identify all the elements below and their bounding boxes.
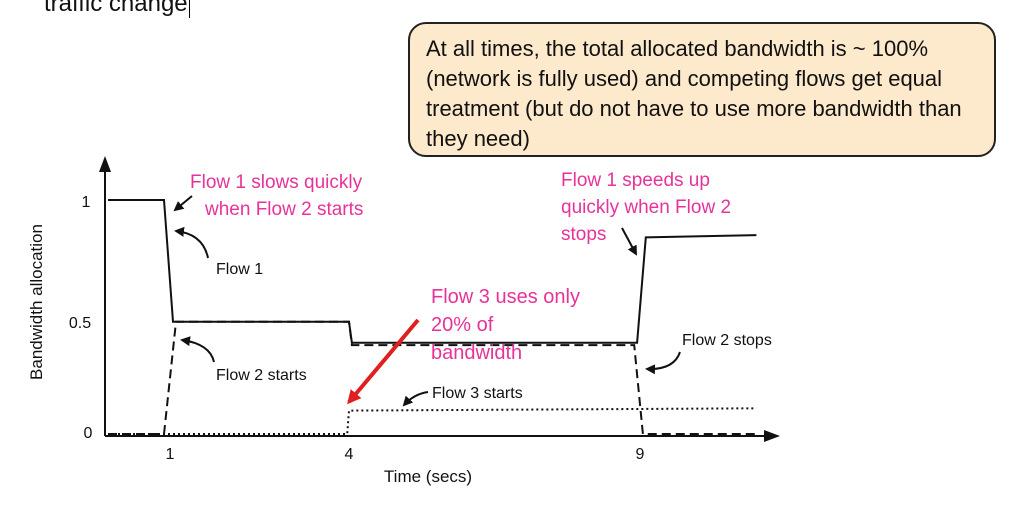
callout-text: At all times, the total allocated bandwi… — [426, 36, 962, 151]
x-axis-title: Time (secs) — [384, 467, 472, 486]
y-axis-title: Bandwidth allocation — [27, 224, 46, 380]
annotation-speeds-line-2: quickly when Flow 2 — [561, 197, 731, 218]
annotation-flow-2-stops-arrow — [645, 351, 681, 375]
annotation-flow-3-uses-line-2: 20% of — [431, 314, 494, 336]
annotation-flow-3-starts-arrow — [402, 391, 429, 407]
y-tick-label-1: 1 — [82, 194, 91, 211]
annotation-flow-2-stops: Flow 2 stops — [682, 332, 772, 349]
annotation-flow-3-uses-line-3: bandwidth — [431, 342, 522, 364]
partial-header-text: traffic change — [44, 0, 190, 18]
x-tick-label-1: 1 — [166, 446, 175, 463]
x-tick-label-9: 9 — [636, 446, 645, 463]
annotation-speeds-line-1: Flow 1 speeds up — [561, 170, 710, 191]
annotation-speeds-line-3: stops — [561, 224, 606, 245]
y-axis-arrowhead — [99, 156, 111, 172]
annotation-flow-1-arrow — [174, 226, 209, 259]
annotation-flow-1: Flow 1 — [216, 261, 263, 278]
callout-box: At all times, the total allocated bandwi… — [408, 22, 996, 157]
annotation-slows-line-2: when Flow 2 starts — [204, 199, 363, 220]
text-caret — [188, 0, 190, 18]
annotation-slows-line-1: Flow 1 slows quickly — [190, 172, 363, 193]
annotation-flow-3-starts: Flow 3 starts — [432, 385, 523, 402]
series-flow-2-line — [108, 320, 757, 435]
highlight-red-arrow — [347, 318, 420, 405]
annotation-flow-3-uses-line-1: Flow 3 uses only — [431, 286, 580, 308]
x-tick-label-4: 4 — [345, 446, 354, 463]
annotation-slows-arrow — [173, 195, 193, 212]
annotation-speeds-arrow — [621, 227, 637, 256]
x-axis-arrowhead — [764, 430, 780, 442]
series-flow-3-line — [108, 407, 757, 435]
annotation-flow-2-starts: Flow 2 starts — [216, 367, 307, 384]
y-tick-label-0: 0 — [84, 425, 93, 442]
y-tick-label-0.5: 0.5 — [69, 315, 91, 332]
annotation-flow-2-starts-arrow — [180, 336, 215, 363]
